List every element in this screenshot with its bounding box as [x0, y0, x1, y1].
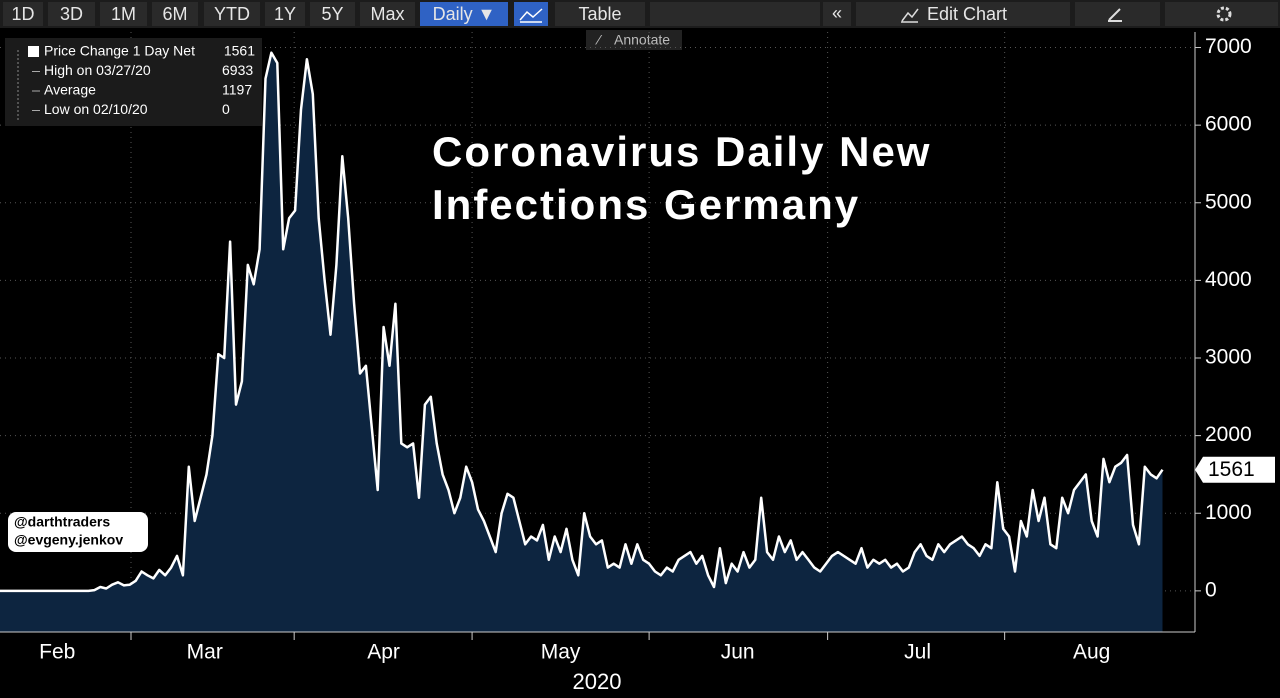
settings-button[interactable]	[1165, 2, 1278, 26]
range-label[interactable]: 1Y	[274, 4, 296, 24]
legend-value: 0	[222, 101, 230, 117]
watermark: @darthtraders	[14, 514, 110, 530]
y-tick-label: 3000	[1205, 346, 1252, 369]
legend-swatch	[28, 46, 39, 57]
edit-icon	[901, 8, 919, 23]
legend-value: 6933	[222, 62, 253, 78]
range-label[interactable]: 6M	[162, 4, 187, 24]
legend-value: 1197	[222, 82, 252, 98]
y-tick-label: 6000	[1205, 113, 1252, 136]
legend-label: Low on 02/10/20	[44, 101, 148, 117]
range-label[interactable]: YTD	[214, 4, 250, 24]
frequency-label[interactable]: Daily ▼	[433, 4, 496, 24]
chart-title: Infections Germany	[432, 181, 860, 228]
legend-box	[5, 38, 262, 126]
annotate-icon: ⁄	[595, 32, 603, 48]
chart-type-icon	[519, 8, 543, 23]
range-button[interactable]	[152, 2, 198, 26]
range-button[interactable]	[265, 2, 305, 26]
y-tick-label: 0	[1205, 578, 1217, 601]
settings-icon[interactable]	[1216, 6, 1232, 22]
x-tick-label: May	[541, 641, 581, 664]
table-button[interactable]	[555, 2, 645, 26]
range-button[interactable]	[360, 2, 415, 26]
last-value-label: 1561	[1208, 458, 1255, 481]
chart-title: Coronavirus Daily New	[432, 128, 931, 175]
watermark: @evgeny.jenkov	[14, 532, 123, 548]
y-tick-label: 2000	[1205, 423, 1252, 446]
range-label[interactable]: Max	[370, 4, 404, 24]
range-button[interactable]	[310, 2, 355, 26]
legend-value: 1561	[224, 43, 255, 59]
y-tick-label: 1000	[1205, 501, 1252, 524]
x-tick-label: Feb	[39, 641, 75, 664]
pencil-button[interactable]	[1075, 2, 1160, 26]
x-axis-label: 2020	[573, 669, 622, 694]
toolbar-spacer	[650, 2, 820, 26]
range-label[interactable]: 1D	[11, 4, 34, 24]
x-tick-label: Jul	[904, 641, 931, 664]
legend-label: Average	[44, 82, 96, 98]
range-button[interactable]	[48, 2, 95, 26]
area	[0, 52, 1163, 632]
annotate-label[interactable]: Annotate	[614, 32, 670, 48]
range-label[interactable]: 1M	[111, 4, 136, 24]
line	[0, 51, 1164, 593]
last-value-tag	[1195, 456, 1275, 483]
pencil-icon	[1108, 8, 1122, 22]
range-label[interactable]: 3D	[60, 4, 83, 24]
y-tick-label: 5000	[1205, 190, 1252, 213]
x-tick-label: Apr	[367, 641, 400, 664]
collapse-button[interactable]	[823, 2, 851, 26]
table-label[interactable]: Table	[578, 4, 621, 24]
x-tick-label: Jun	[721, 641, 755, 664]
watermark-box	[8, 512, 148, 552]
collapse-label[interactable]: «	[832, 3, 842, 23]
range-button[interactable]	[100, 2, 147, 26]
legend-label: Price Change 1 Day Net	[44, 43, 195, 59]
frequency-button[interactable]	[420, 2, 508, 26]
legend-label: High on 03/27/20	[44, 62, 151, 78]
y-tick-label: 7000	[1205, 35, 1252, 58]
range-button[interactable]	[204, 2, 260, 26]
range-button[interactable]	[3, 2, 43, 26]
annotate-button[interactable]	[586, 30, 682, 50]
edit-button[interactable]	[856, 2, 1070, 26]
range-label[interactable]: 5Y	[321, 4, 343, 24]
y-tick-label: 4000	[1205, 268, 1252, 291]
x-tick-label: Aug	[1073, 641, 1110, 664]
edit-label[interactable]: Edit Chart	[927, 4, 1007, 24]
x-tick-label: Mar	[187, 641, 223, 664]
